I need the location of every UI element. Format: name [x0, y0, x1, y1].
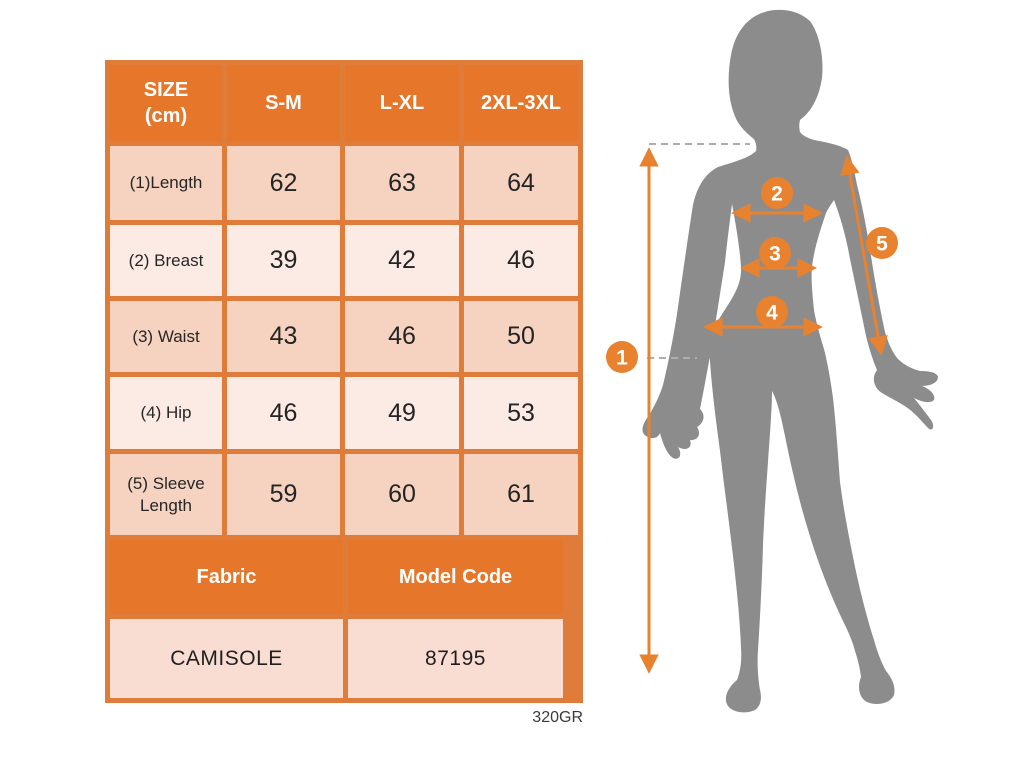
- length-l-xl: 63: [345, 146, 459, 220]
- fabric-model-grid: Fabric Model Code CAMISOLE 87195: [110, 540, 578, 698]
- svg-text:1: 1: [616, 347, 628, 370]
- model-code-value: 87195: [348, 619, 563, 698]
- measure-marker-2: 2: [761, 177, 793, 209]
- measure-marker-1: 1: [606, 341, 638, 373]
- column-header-l-xl: L-XL: [345, 65, 459, 141]
- hip-l-xl: 49: [345, 377, 459, 449]
- waist-s-m: 43: [227, 301, 340, 372]
- column-header-s-m: S-M: [227, 65, 340, 141]
- model-code-header: Model Code: [348, 540, 563, 614]
- svg-text:2: 2: [771, 183, 783, 206]
- fabric-value: CAMISOLE: [110, 619, 343, 698]
- row-label-length: (1)Length: [110, 146, 222, 220]
- measurement-diagram: 1 2 3 4 5: [606, 9, 938, 713]
- measure-marker-4: 4: [756, 296, 788, 328]
- measure-marker-5: 5: [866, 227, 898, 259]
- measurements-grid: SIZE (cm) S-M L-XL 2XL-3XL (1)Length 62 …: [110, 65, 578, 535]
- fabric-header: Fabric: [110, 540, 343, 614]
- waist-2xl-3xl: 50: [464, 301, 578, 372]
- sleeve-arrow: [840, 155, 888, 356]
- weight-footnote: 320GR: [532, 709, 583, 726]
- measure-marker-3: 3: [759, 237, 791, 269]
- size-chart-table: SIZE (cm) S-M L-XL 2XL-3XL (1)Length 62 …: [105, 60, 583, 703]
- size-header-line1: SIZE: [143, 79, 189, 101]
- row-label-sleeve-length: (5) Sleeve Length: [110, 454, 222, 535]
- sleeve-s-m: 59: [227, 454, 340, 535]
- hip-s-m: 46: [227, 377, 340, 449]
- svg-text:4: 4: [766, 302, 778, 325]
- size-header-cell: SIZE (cm): [110, 65, 222, 141]
- size-header-line2: (cm): [144, 105, 188, 127]
- row-label-breast: (2) Breast: [110, 225, 222, 296]
- row-label-hip: (4) Hip: [110, 377, 222, 449]
- breast-l-xl: 42: [345, 225, 459, 296]
- row-label-waist: (3) Waist: [110, 301, 222, 372]
- breast-2xl-3xl: 46: [464, 225, 578, 296]
- length-s-m: 62: [227, 146, 340, 220]
- sleeve-l-xl: 60: [345, 454, 459, 535]
- woman-silhouette-icon: [642, 9, 938, 713]
- column-header-2xl-3xl: 2XL-3XL: [464, 65, 578, 141]
- hip-2xl-3xl: 53: [464, 377, 578, 449]
- svg-text:5: 5: [876, 233, 888, 256]
- waist-l-xl: 46: [345, 301, 459, 372]
- sleeve-2xl-3xl: 61: [464, 454, 578, 535]
- breast-s-m: 39: [227, 225, 340, 296]
- length-2xl-3xl: 64: [464, 146, 578, 220]
- size-guide-figure: 1 2 3 4 5: [600, 0, 1024, 758]
- svg-text:3: 3: [769, 243, 781, 266]
